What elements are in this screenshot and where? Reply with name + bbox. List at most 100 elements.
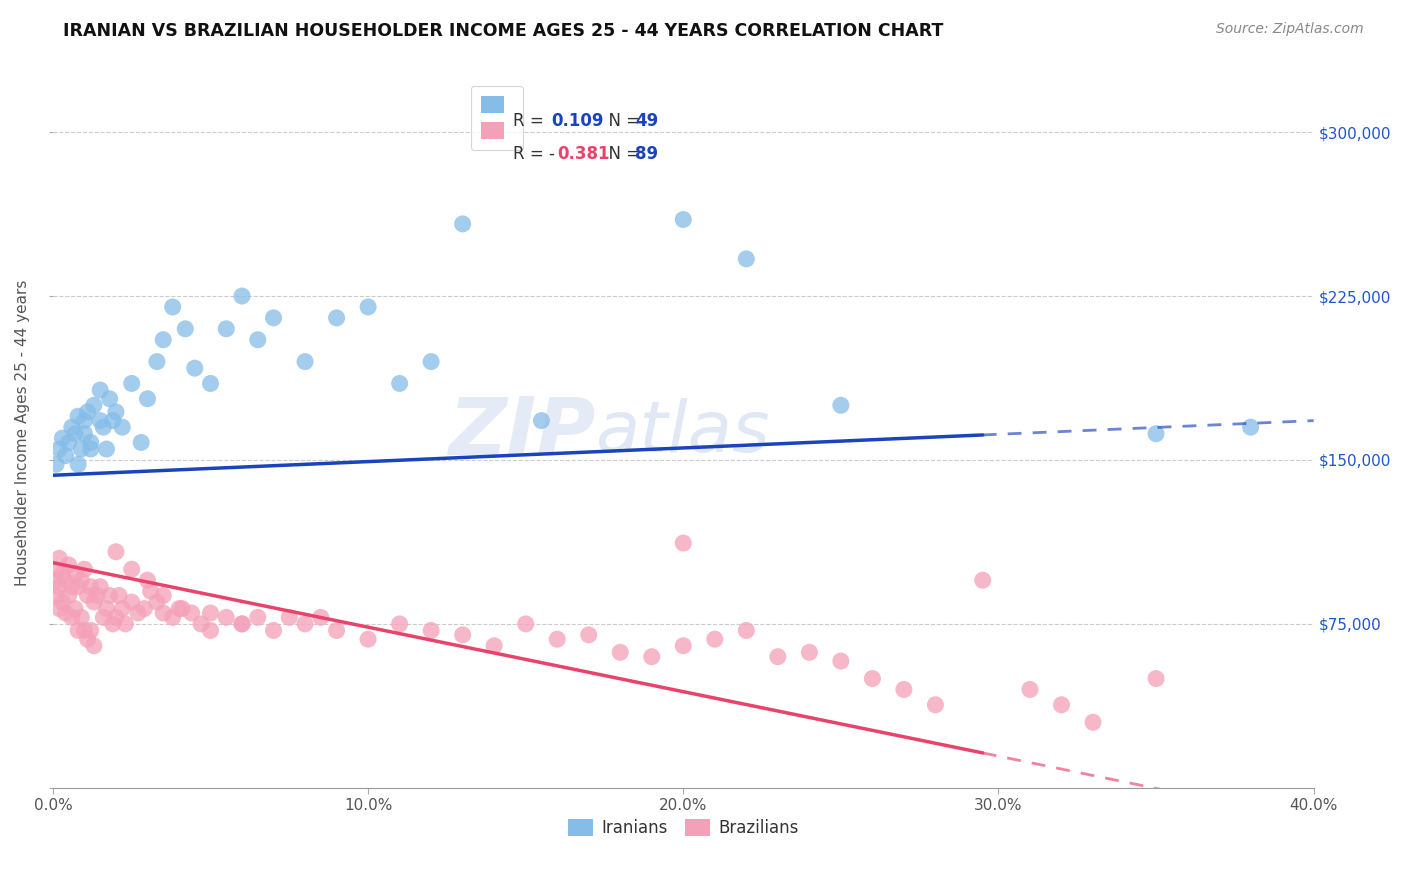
Point <box>231 616 253 631</box>
Point <box>830 398 852 412</box>
Text: 89: 89 <box>636 145 658 163</box>
Point <box>672 639 695 653</box>
Point <box>735 252 758 266</box>
Point <box>215 322 238 336</box>
Point <box>172 601 194 615</box>
Point <box>67 580 90 594</box>
Point <box>357 632 380 647</box>
Point <box>63 426 86 441</box>
Point <box>76 405 98 419</box>
Point <box>83 595 105 609</box>
Point <box>830 654 852 668</box>
Point <box>67 458 90 472</box>
Text: 0.109: 0.109 <box>551 112 603 129</box>
Point <box>152 333 174 347</box>
Point <box>893 682 915 697</box>
Point <box>703 632 725 647</box>
Point <box>48 551 70 566</box>
Point <box>48 580 70 594</box>
Point <box>152 606 174 620</box>
Point <box>388 376 411 391</box>
Y-axis label: Householder Income Ages 25 - 44 years: Householder Income Ages 25 - 44 years <box>15 279 30 586</box>
Text: R = -: R = - <box>513 145 555 163</box>
Point <box>146 595 169 609</box>
Point <box>515 616 537 631</box>
Point <box>609 645 631 659</box>
Point <box>121 376 143 391</box>
Point <box>58 435 80 450</box>
Legend: Iranians, Brazilians: Iranians, Brazilians <box>561 812 806 844</box>
Point <box>546 632 568 647</box>
Point <box>93 420 115 434</box>
Point <box>80 624 103 638</box>
Point <box>45 458 67 472</box>
Point <box>1144 672 1167 686</box>
Point <box>121 595 143 609</box>
Text: IRANIAN VS BRAZILIAN HOUSEHOLDER INCOME AGES 25 - 44 YEARS CORRELATION CHART: IRANIAN VS BRAZILIAN HOUSEHOLDER INCOME … <box>63 22 943 40</box>
Point <box>127 606 149 620</box>
Point <box>263 310 285 325</box>
Text: 0.381: 0.381 <box>557 145 610 163</box>
Point <box>89 383 111 397</box>
Point <box>278 610 301 624</box>
Point <box>108 589 131 603</box>
Point <box>98 392 121 406</box>
Point <box>60 610 83 624</box>
Point <box>129 435 152 450</box>
Point <box>73 624 96 638</box>
Point <box>735 624 758 638</box>
Point <box>101 414 124 428</box>
Point <box>73 562 96 576</box>
Point <box>200 606 222 620</box>
Point <box>162 610 184 624</box>
Point <box>70 573 93 587</box>
Point <box>420 624 443 638</box>
Point <box>104 610 127 624</box>
Point <box>67 624 90 638</box>
Point <box>357 300 380 314</box>
Point <box>578 628 600 642</box>
Point <box>1050 698 1073 712</box>
Point <box>67 409 90 424</box>
Point <box>136 392 159 406</box>
Point <box>766 649 789 664</box>
Text: R =: R = <box>513 112 554 129</box>
Point <box>139 584 162 599</box>
Point <box>73 414 96 428</box>
Point <box>70 442 93 456</box>
Point <box>98 589 121 603</box>
Point <box>70 610 93 624</box>
Point <box>167 601 190 615</box>
Point <box>174 322 197 336</box>
Text: ZIP: ZIP <box>447 393 595 472</box>
Point <box>482 639 505 653</box>
Point <box>134 601 156 615</box>
Point <box>136 573 159 587</box>
Point <box>309 610 332 624</box>
Point <box>48 601 70 615</box>
Point <box>146 354 169 368</box>
Point <box>231 616 253 631</box>
Point <box>89 414 111 428</box>
Point <box>1239 420 1261 434</box>
Point <box>96 601 118 615</box>
Point <box>190 616 212 631</box>
Point <box>89 580 111 594</box>
Point <box>51 566 73 581</box>
Point <box>55 449 77 463</box>
Point <box>246 333 269 347</box>
Point <box>76 589 98 603</box>
Point <box>101 616 124 631</box>
Point <box>860 672 883 686</box>
Point <box>1081 715 1104 730</box>
Point <box>263 624 285 638</box>
Point <box>111 420 134 434</box>
Point <box>104 405 127 419</box>
Point <box>83 639 105 653</box>
Point <box>96 442 118 456</box>
Point <box>60 580 83 594</box>
Point <box>63 566 86 581</box>
Point <box>420 354 443 368</box>
Point <box>93 610 115 624</box>
Point <box>121 562 143 576</box>
